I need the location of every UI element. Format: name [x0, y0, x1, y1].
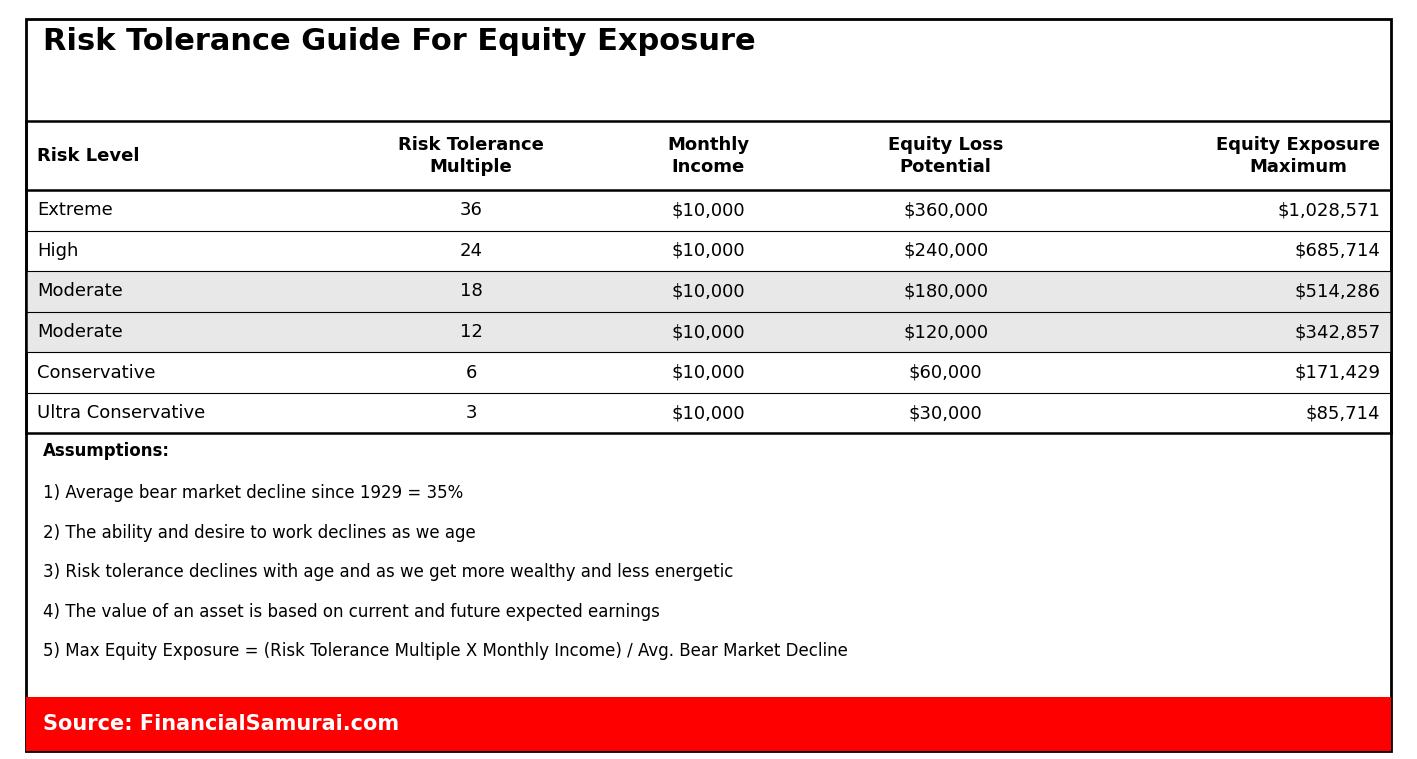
Text: $85,714: $85,714 — [1305, 404, 1380, 422]
Text: $10,000: $10,000 — [672, 201, 745, 219]
Text: Moderate: Moderate — [37, 323, 123, 341]
Text: 2) The ability and desire to work declines as we age: 2) The ability and desire to work declin… — [43, 524, 475, 542]
Text: Risk Tolerance Guide For Equity Exposure: Risk Tolerance Guide For Equity Exposure — [43, 27, 755, 55]
Text: $10,000: $10,000 — [672, 242, 745, 260]
Text: Assumptions:: Assumptions: — [43, 442, 170, 461]
Text: $1,028,571: $1,028,571 — [1277, 201, 1380, 219]
Text: $342,857: $342,857 — [1294, 323, 1380, 341]
Text: Source: FinancialSamurai.com: Source: FinancialSamurai.com — [43, 714, 398, 734]
Text: Extreme: Extreme — [37, 201, 112, 219]
Text: High: High — [37, 242, 78, 260]
Text: $10,000: $10,000 — [672, 323, 745, 341]
Text: $171,429: $171,429 — [1294, 364, 1380, 382]
Text: Risk Level: Risk Level — [37, 146, 139, 165]
Text: Risk Tolerance
Multiple: Risk Tolerance Multiple — [398, 136, 544, 176]
Text: Equity Loss
Potential: Equity Loss Potential — [888, 136, 1003, 176]
Text: Conservative: Conservative — [37, 364, 156, 382]
Text: $10,000: $10,000 — [672, 364, 745, 382]
Text: Monthly
Income: Monthly Income — [667, 136, 750, 176]
Bar — [26, 697, 1391, 751]
Text: 18: 18 — [461, 282, 483, 301]
Text: $685,714: $685,714 — [1294, 242, 1380, 260]
Text: $10,000: $10,000 — [672, 404, 745, 422]
Text: 6: 6 — [466, 364, 478, 382]
Bar — [26, 312, 1391, 352]
Text: $120,000: $120,000 — [903, 323, 988, 341]
Text: 3: 3 — [466, 404, 478, 422]
Text: Moderate: Moderate — [37, 282, 123, 301]
Text: $240,000: $240,000 — [903, 242, 989, 260]
Text: 24: 24 — [459, 242, 483, 260]
Text: 3) Risk tolerance declines with age and as we get more wealthy and less energeti: 3) Risk tolerance declines with age and … — [43, 563, 733, 581]
Text: Equity Exposure
Maximum: Equity Exposure Maximum — [1216, 136, 1380, 176]
Text: $10,000: $10,000 — [672, 282, 745, 301]
Text: $30,000: $30,000 — [908, 404, 982, 422]
Text: 4) The value of an asset is based on current and future expected earnings: 4) The value of an asset is based on cur… — [43, 603, 659, 621]
Text: 36: 36 — [459, 201, 483, 219]
Text: Ultra Conservative: Ultra Conservative — [37, 404, 205, 422]
Text: $180,000: $180,000 — [903, 282, 988, 301]
Text: 1) Average bear market decline since 1929 = 35%: 1) Average bear market decline since 192… — [43, 484, 463, 502]
Text: 5) Max Equity Exposure = (Risk Tolerance Multiple X Monthly Income) / Avg. Bear : 5) Max Equity Exposure = (Risk Tolerance… — [43, 642, 847, 660]
Text: $60,000: $60,000 — [908, 364, 982, 382]
Text: $514,286: $514,286 — [1294, 282, 1380, 301]
Text: 12: 12 — [459, 323, 483, 341]
Bar — [26, 271, 1391, 312]
Text: $360,000: $360,000 — [903, 201, 988, 219]
